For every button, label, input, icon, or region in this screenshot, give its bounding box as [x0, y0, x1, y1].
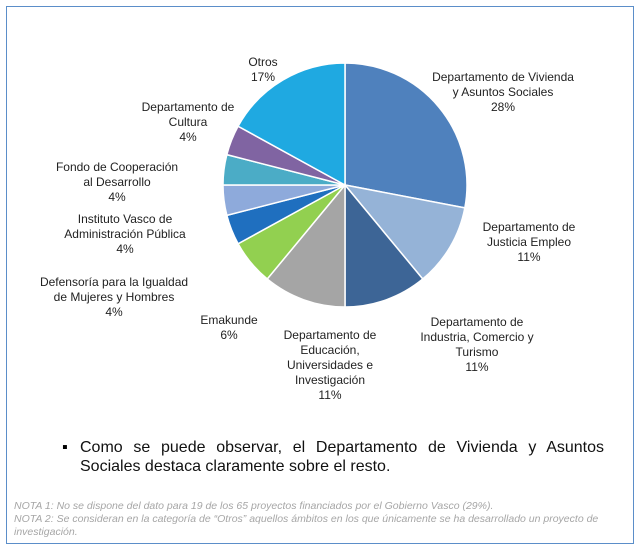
bullet-text: Como se puede observar, el Departamento … — [80, 439, 604, 475]
slice-name: Emakunde — [200, 313, 258, 327]
bullet-marker: ▪ — [62, 439, 68, 456]
pie-slice — [266, 182, 346, 308]
slice-percent: 4% — [179, 130, 197, 144]
note: NOTA 1: No se dispone del dato para 19 d… — [14, 500, 494, 512]
slice-label: Departamento de Vivienda y Asuntos Socia… — [428, 70, 578, 115]
slice-label: Departamento de Educación, Universidades… — [270, 328, 390, 403]
slice-name: Defensoría para la Igualdad de Mujeres y… — [39, 275, 189, 304]
slice-name: Departamento de Cultura — [141, 100, 235, 129]
slice-percent: 6% — [220, 328, 238, 342]
slice-name: Departamento de Vivienda y Asuntos Socia… — [432, 70, 574, 99]
slice-percent: 11% — [318, 388, 342, 402]
slice-name: Departamento de Educación, Universidades… — [283, 328, 377, 387]
pie-slice — [237, 62, 346, 187]
slice-percent: 4% — [105, 305, 123, 319]
pie-slice — [343, 183, 466, 281]
slice-percent: 11% — [517, 250, 541, 264]
slice-percent: 4% — [116, 242, 134, 256]
slice-percent: 28% — [490, 100, 516, 114]
pie-slice — [344, 182, 424, 308]
frame — [6, 6, 634, 544]
notes: NOTA 1: No se dispone del dato para 19 d… — [14, 500, 634, 539]
slice-name: Fondo de Cooperación al Desarrollo — [55, 160, 179, 189]
slice-label: Defensoría para la Igualdad de Mujeres y… — [39, 275, 189, 320]
slice-name: Instituto Vasco de Administración Públic… — [64, 212, 186, 241]
chart — [222, 62, 468, 308]
slice-percent: 17% — [250, 70, 276, 84]
note: NOTA 2: Se consideran en la categoría de… — [14, 513, 599, 538]
slice-name: Otros — [248, 55, 278, 69]
slice-label: Departamento de Cultura 4% — [128, 100, 248, 145]
slice-label: Instituto Vasco de Administración Públic… — [50, 212, 200, 257]
slice-label: Emakunde 6% — [189, 313, 269, 343]
slice-percent: 11% — [465, 360, 489, 374]
slice-name: Departamento de Industria, Comercio y Tu… — [420, 315, 534, 359]
slice-name: Departamento de Justicia Empleo — [482, 220, 576, 249]
slice-label: Departamento de Industria, Comercio y Tu… — [412, 315, 542, 375]
pie-slice — [344, 62, 468, 209]
slice-label: Fondo de Cooperación al Desarrollo 4% — [52, 160, 182, 205]
slice-label: Departamento de Justicia Empleo 11% — [469, 220, 589, 265]
slice-label: Otros 17% — [233, 55, 293, 85]
slice-percent: 4% — [108, 190, 126, 204]
